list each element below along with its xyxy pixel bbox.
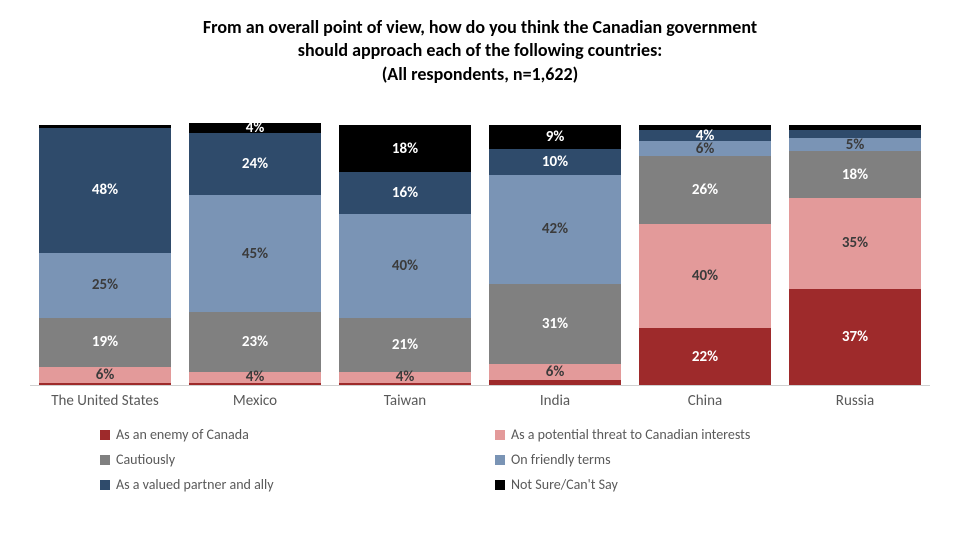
bar-column: 4% 24% 45% 23% 4% bbox=[189, 96, 321, 385]
bar-segment-partner: 48% bbox=[39, 128, 171, 253]
bar-segment-threat: 40% bbox=[639, 224, 771, 328]
bar-segment-label: 18% bbox=[842, 166, 868, 184]
title-line: should approach each of the following co… bbox=[60, 39, 900, 62]
bar-segment-threat: 4% bbox=[189, 372, 321, 382]
bar-segment-enemy: 37% bbox=[789, 289, 921, 385]
legend-item-friendly: On friendly terms bbox=[495, 451, 860, 468]
bar-segment-label: 6% bbox=[546, 363, 565, 381]
bar-segment-friendly: 25% bbox=[39, 253, 171, 318]
category-label: India bbox=[489, 392, 621, 410]
legend-label: On friendly terms bbox=[511, 451, 611, 468]
legend-swatch bbox=[100, 480, 110, 490]
legend-label: Not Sure/Can't Say bbox=[511, 476, 618, 493]
bar-segment-label: 6% bbox=[696, 140, 715, 158]
bar-segment-label: 10% bbox=[542, 153, 568, 171]
category-label: The United States bbox=[39, 392, 171, 410]
legend-swatch bbox=[100, 455, 110, 465]
legend-label: Cautiously bbox=[116, 451, 175, 468]
bar-segment-partner: 24% bbox=[189, 133, 321, 195]
legend-swatch bbox=[495, 455, 505, 465]
legend-swatch bbox=[100, 430, 110, 440]
bar-segment-label: 23% bbox=[242, 333, 268, 351]
bar-segment-label: 45% bbox=[242, 245, 268, 263]
bar-segment-notsure: 9% bbox=[489, 125, 621, 148]
bar-segment-cautious: 21% bbox=[339, 318, 471, 373]
bar-segment-label: 48% bbox=[92, 181, 118, 199]
bar-segment-threat: 6% bbox=[39, 367, 171, 383]
bar-segment-label: 42% bbox=[542, 220, 568, 238]
legend-item-enemy: As an enemy of Canada bbox=[100, 426, 465, 443]
legend-item-threat: As a potential threat to Canadian intere… bbox=[495, 426, 860, 443]
bar-segment-enemy bbox=[489, 380, 621, 385]
bar-segment-enemy bbox=[339, 383, 471, 386]
bar-segment-label: 24% bbox=[242, 155, 268, 173]
chart-title: From an overall point of view, how do yo… bbox=[0, 0, 960, 96]
bar-segment-notsure: 4% bbox=[189, 123, 321, 133]
category-label: Taiwan bbox=[339, 392, 471, 410]
bar-segment-label: 37% bbox=[842, 328, 868, 346]
bar-segment-label: 19% bbox=[92, 333, 118, 351]
bar-segment-label: 26% bbox=[692, 181, 718, 199]
bar-segment-label: 16% bbox=[392, 184, 418, 202]
bar-segment-friendly: 6% bbox=[639, 141, 771, 157]
bar-column: 5% 18% 35% 37% bbox=[789, 96, 921, 385]
bar-segment-friendly: 40% bbox=[339, 214, 471, 318]
bar-segment-enemy bbox=[189, 383, 321, 386]
category-label: China bbox=[639, 392, 771, 410]
bar-segment-label: 40% bbox=[692, 267, 718, 285]
bar-segment-label: 9% bbox=[546, 128, 565, 146]
bar-segment-label: 40% bbox=[392, 257, 418, 275]
bar-segment-label: 18% bbox=[392, 140, 418, 158]
bar-segment-cautious: 23% bbox=[189, 312, 321, 372]
bar-segment-friendly: 5% bbox=[789, 138, 921, 151]
bar-segment-cautious: 26% bbox=[639, 156, 771, 224]
bar-segment-cautious: 31% bbox=[489, 284, 621, 365]
category-label: Russia bbox=[789, 392, 921, 410]
bar-segment-cautious: 18% bbox=[789, 151, 921, 198]
legend-label: As a valued partner and ally bbox=[116, 476, 274, 493]
legend-label: As an enemy of Canada bbox=[116, 426, 249, 443]
title-line: From an overall point of view, how do yo… bbox=[60, 16, 900, 39]
legend-item-notsure: Not Sure/Can't Say bbox=[495, 476, 860, 493]
bar-segment-threat: 6% bbox=[489, 364, 621, 380]
bar-segment-label: 25% bbox=[92, 276, 118, 294]
bar-segment-label: 21% bbox=[392, 336, 418, 354]
bar-segment-friendly: 45% bbox=[189, 195, 321, 312]
legend-label: As a potential threat to Canadian intere… bbox=[511, 426, 750, 443]
category-label: Mexico bbox=[189, 392, 321, 410]
bar-column: 9% 10% 42% 31% 6% bbox=[489, 96, 621, 385]
bar-segment-threat: 35% bbox=[789, 198, 921, 289]
bar-column: 48% 25% 19% 6% bbox=[39, 96, 171, 385]
legend-item-cautious: Cautiously bbox=[100, 451, 465, 468]
bar-segment-friendly: 42% bbox=[489, 175, 621, 284]
bar-segment-label: 35% bbox=[842, 234, 868, 252]
bar-segment-enemy bbox=[39, 383, 171, 386]
bar-column: 18% 16% 40% 21% 4% bbox=[339, 96, 471, 385]
bar-segment-enemy: 22% bbox=[639, 328, 771, 385]
bar-segment-partner: 10% bbox=[489, 149, 621, 175]
bar-segment-partner: 16% bbox=[339, 172, 471, 214]
legend-swatch bbox=[495, 430, 505, 440]
chart-legend: As an enemy of Canada As a potential thre… bbox=[100, 426, 860, 493]
bar-segment-threat: 4% bbox=[339, 372, 471, 382]
category-axis: The United States Mexico Taiwan India China R… bbox=[30, 392, 930, 410]
chart-plot-area: 48% 25% 19% 6% 4% 24% 45% 23% 4% 18% 16% 40% 21% 4% 9%… bbox=[30, 96, 930, 386]
legend-swatch bbox=[495, 480, 505, 490]
bar-segment-label: 22% bbox=[692, 348, 718, 366]
title-line: (All respondents, n=1,622) bbox=[60, 63, 900, 86]
bar-segment-label: 6% bbox=[96, 366, 115, 384]
bar-segment-notsure: 18% bbox=[339, 125, 471, 172]
legend-item-partner: As a valued partner and ally bbox=[100, 476, 465, 493]
bar-segment-cautious: 19% bbox=[39, 318, 171, 367]
bar-column: 4%6%26%40%22% bbox=[639, 96, 771, 385]
bar-segment-label: 31% bbox=[542, 315, 568, 333]
